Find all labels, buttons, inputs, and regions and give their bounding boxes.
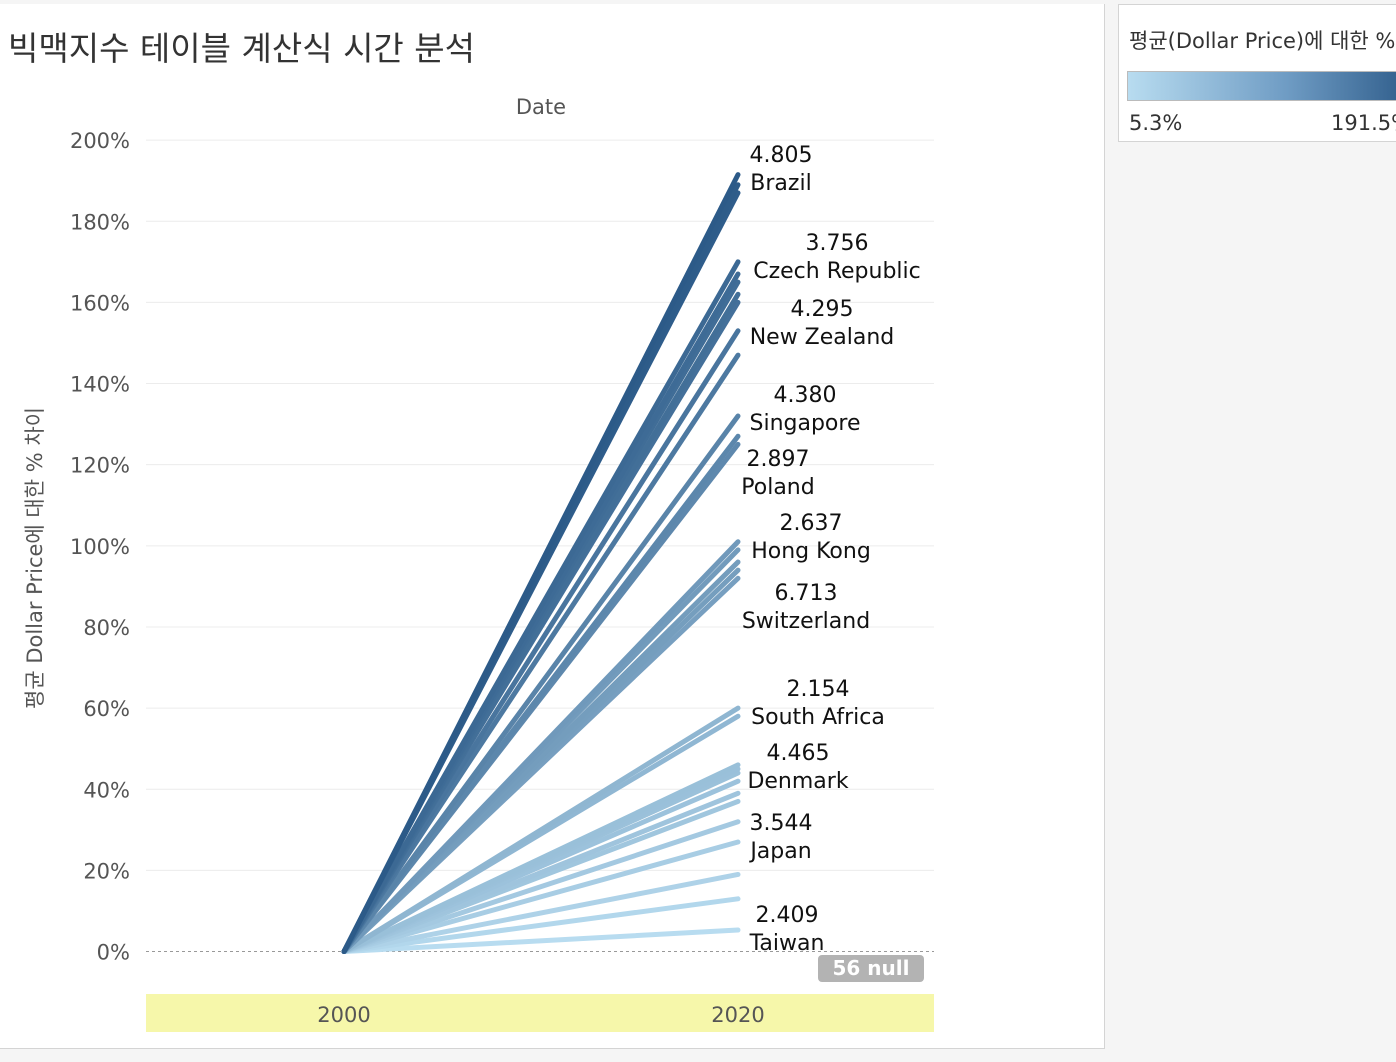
data-label-value: 4.805 xyxy=(750,143,813,168)
data-label-country: New Zealand xyxy=(750,325,895,350)
x-axis-band xyxy=(146,994,934,1032)
y-tick-label: 80% xyxy=(83,616,130,640)
series-line xyxy=(341,413,741,955)
data-label-country: Brazil xyxy=(750,171,811,196)
null-badge-bg xyxy=(818,955,924,982)
y-tick-label: 100% xyxy=(70,535,130,559)
legend-max-label: 191.5% xyxy=(1331,111,1396,135)
data-label-value: 4.465 xyxy=(767,741,830,766)
y-tick-label: 180% xyxy=(70,210,130,234)
series-line xyxy=(341,762,741,955)
series-line xyxy=(341,927,741,955)
slope-chart[interactable]: Date 평균 Dollar Price에 대한 % 차이 0% 20% 40% 60… xyxy=(0,0,1104,1050)
data-label-country: Japan xyxy=(748,839,811,864)
x-tick-label: 2000 xyxy=(317,1003,370,1027)
series-lines[interactable] xyxy=(341,172,741,955)
legend-gradient-bar xyxy=(1127,71,1396,101)
y-tick-label: 60% xyxy=(83,697,130,721)
null-indicator[interactable]: 56 null xyxy=(818,955,924,982)
data-label-country: Taiwan xyxy=(749,931,825,956)
y-tick-label: 20% xyxy=(83,859,130,883)
series-line xyxy=(341,539,741,955)
data-label-country: Poland xyxy=(741,475,814,500)
data-label-value: 3.544 xyxy=(750,811,813,836)
chart-title: 빅맥지수 테이블 계산식 시간 분석 xyxy=(8,29,475,68)
x-axis-ticks: 2000 2020 xyxy=(317,1003,764,1027)
data-label-country: Hong Kong xyxy=(751,539,871,564)
data-label-value: 6.713 xyxy=(775,581,838,606)
color-legend[interactable]: 평균(Dollar Price)에 대한 % 차이 5.3% 191.5% xyxy=(1118,4,1396,142)
data-label-value: 2.637 xyxy=(780,511,843,536)
data-label-value: 3.756 xyxy=(806,231,869,256)
series-line xyxy=(341,172,741,955)
y-tick-label: 0% xyxy=(97,941,130,965)
column-header-date: Date xyxy=(516,95,566,119)
series-line xyxy=(341,259,741,955)
data-labels: 4.805 Brazil 3.756 Czech Republic 4.295 New Z… xyxy=(741,143,920,956)
data-label-value: 4.380 xyxy=(774,383,837,408)
data-label-country: Singapore xyxy=(750,411,861,436)
data-label-country: Switzerland xyxy=(742,609,870,634)
data-label-country: South Africa xyxy=(751,705,885,730)
y-tick-label: 120% xyxy=(70,454,130,478)
series-line xyxy=(341,839,741,955)
data-label-country: Czech Republic xyxy=(753,259,921,284)
y-tick-label: 200% xyxy=(70,129,130,153)
series-line xyxy=(341,871,741,955)
data-label-country: Denmark xyxy=(747,769,848,794)
y-tick-label: 160% xyxy=(70,291,130,315)
y-tick-label: 140% xyxy=(70,373,130,397)
x-tick-label: 2020 xyxy=(711,1003,764,1027)
y-axis-label: 평균 Dollar Price에 대한 % 차이 xyxy=(23,407,47,709)
legend-min-label: 5.3% xyxy=(1129,111,1183,135)
y-tick-label: 40% xyxy=(83,778,130,802)
series-line xyxy=(341,896,741,955)
data-label-value: 4.295 xyxy=(791,297,854,322)
series-line xyxy=(341,705,741,955)
data-label-value: 2.409 xyxy=(756,903,819,928)
legend-title: 평균(Dollar Price)에 대한 % 차이 xyxy=(1129,29,1396,53)
y-axis-ticks: 0% 20% 40% 60% 80% 100% 120% 140% 160% 180% 200% xyxy=(70,129,130,964)
data-label-value: 2.897 xyxy=(747,447,810,472)
series-line xyxy=(341,819,741,955)
plot-area xyxy=(146,132,934,984)
null-badge-text: 56 null xyxy=(833,956,910,980)
data-label-value: 2.154 xyxy=(787,677,850,702)
